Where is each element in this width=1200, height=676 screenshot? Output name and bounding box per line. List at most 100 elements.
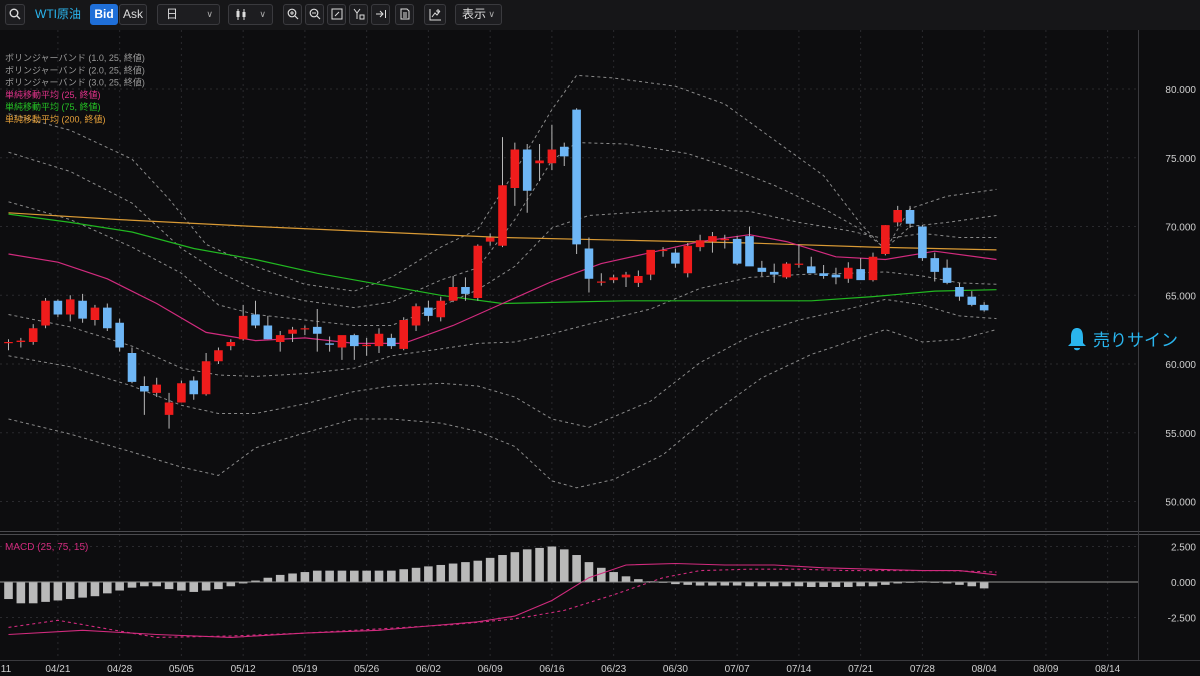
- candle-down: [856, 269, 865, 281]
- candle-down: [140, 386, 149, 392]
- search-button[interactable]: [5, 4, 25, 25]
- candle-down: [671, 252, 680, 264]
- macd-histogram-bar: [238, 582, 248, 584]
- date-tick-label: 05/26: [354, 664, 379, 675]
- macd-histogram-bar: [967, 582, 977, 587]
- candle-down: [806, 266, 816, 274]
- candle-down: [103, 307, 112, 329]
- macd-histogram-bar: [893, 582, 902, 584]
- macd-histogram-bar: [226, 582, 236, 587]
- chart-type-select[interactable]: ∨: [228, 4, 273, 25]
- macd-histogram-bar: [769, 582, 779, 587]
- macd-histogram-bar: [177, 582, 186, 591]
- zoom-out-button[interactable]: [305, 4, 324, 25]
- indicator-legend: ボリンジャーバンド (1.0, 25, 終値)ボリンジャーバンド (2.0, 2…: [5, 52, 145, 125]
- macd-pane: [4, 546, 997, 638]
- macd-histogram-bar: [942, 582, 952, 584]
- bollinger-band-line: [8, 298, 997, 428]
- candle-up: [708, 236, 717, 242]
- macd-histogram-bar: [103, 582, 112, 594]
- date-tick-label: 04/28: [107, 664, 132, 675]
- macd-histogram-bar: [214, 582, 223, 590]
- macd-histogram-bar: [757, 582, 767, 587]
- candle-up: [411, 306, 421, 326]
- add-indicator-button[interactable]: [424, 4, 446, 25]
- candle-up: [893, 210, 902, 223]
- candle-down: [115, 322, 124, 348]
- candle-up: [881, 225, 890, 254]
- symbol-name[interactable]: WTI原油: [35, 7, 81, 21]
- price-tick-label: 50.000: [1165, 498, 1196, 509]
- chart-area[interactable]: 80.000 75.000 70.000 65.000 60.000 55.000 50.0…: [0, 30, 1200, 676]
- indicator-legend-item: 単純移動平均 (75, 終値): [5, 101, 101, 112]
- macd-histogram-bar: [78, 582, 87, 598]
- candle-down: [732, 238, 742, 264]
- macd-histogram-bar: [868, 582, 878, 587]
- macd-histogram-bar: [844, 582, 853, 587]
- macd-histogram-bar: [28, 582, 38, 604]
- bell-icon: [1068, 328, 1086, 351]
- macd-line: [8, 562, 997, 638]
- candle-up: [720, 238, 730, 241]
- macd-histogram-bar: [881, 582, 890, 585]
- macd-histogram-bar: [461, 562, 470, 582]
- date-tick-label: 06/09: [478, 664, 503, 675]
- candle-up: [16, 340, 26, 342]
- macd-histogram-bar: [485, 557, 495, 582]
- date-tick-label: 11: [1, 664, 12, 675]
- ask-toggle[interactable]: Ask: [119, 4, 147, 25]
- candle-down: [522, 149, 532, 191]
- macd-histogram-bar: [671, 582, 680, 585]
- document-icon: [400, 8, 409, 20]
- candle-down: [930, 258, 940, 272]
- chevron-down-icon: ∨: [206, 9, 213, 19]
- sell-signal[interactable]: 売りサイン: [1068, 328, 1178, 351]
- candle-up: [275, 335, 285, 342]
- macd-histogram-bar: [312, 570, 322, 582]
- bollinger-band-line: [8, 74, 997, 292]
- chevron-down-icon: ∨: [488, 9, 495, 19]
- macd-histogram-bar: [955, 582, 964, 585]
- candle-down: [769, 271, 779, 275]
- macd-tick-label: -2.500: [1168, 614, 1197, 625]
- zoom-in-button[interactable]: [283, 4, 302, 25]
- bid-label: Bid: [94, 7, 114, 21]
- candle-up: [152, 384, 161, 393]
- macd-histogram-bar: [979, 582, 989, 589]
- display-menu[interactable]: 表示 ∨: [455, 4, 502, 25]
- macd-histogram-bar: [325, 570, 334, 582]
- candle-up: [646, 249, 655, 275]
- date-tick-label: 06/23: [601, 664, 626, 675]
- macd-histogram-bar: [510, 552, 520, 582]
- date-tick-label: 06/30: [663, 664, 688, 675]
- timeframe-select[interactable]: 日 ∨: [157, 4, 220, 25]
- candle-down: [387, 337, 396, 347]
- candle-up: [399, 320, 408, 349]
- scroll-latest-button[interactable]: [371, 4, 390, 25]
- fit-button[interactable]: [327, 4, 346, 25]
- ask-label: Ask: [122, 7, 143, 21]
- macd-histogram-bar: [732, 582, 742, 586]
- candle-up: [238, 315, 248, 340]
- candle-down: [572, 109, 581, 245]
- macd-histogram-bar: [337, 570, 347, 582]
- macd-histogram-bar: [782, 582, 791, 587]
- price-line-button[interactable]: [349, 4, 368, 25]
- macd-histogram-bar: [424, 566, 433, 582]
- date-tick-label: 06/16: [539, 664, 564, 675]
- candle-down: [559, 146, 569, 157]
- date-tick-label: 08/04: [972, 664, 997, 675]
- candle-down: [251, 314, 260, 326]
- bollinger-band-line: [8, 329, 997, 489]
- candlestick-icon: [236, 9, 246, 20]
- macd-histogram-bar: [695, 582, 705, 586]
- macd-histogram-bar: [399, 569, 408, 582]
- toolbar: WTI原油 Bid Ask 日 ∨ ∨ 表示 ∨: [0, 0, 1200, 31]
- macd-histogram-bar: [522, 549, 532, 582]
- report-button[interactable]: [395, 4, 414, 25]
- candle-up: [844, 267, 853, 279]
- bid-toggle[interactable]: Bid: [90, 4, 118, 25]
- bollinger-band-line: [8, 201, 997, 326]
- candle-down: [831, 274, 841, 278]
- macd-histogram-bar: [65, 582, 75, 600]
